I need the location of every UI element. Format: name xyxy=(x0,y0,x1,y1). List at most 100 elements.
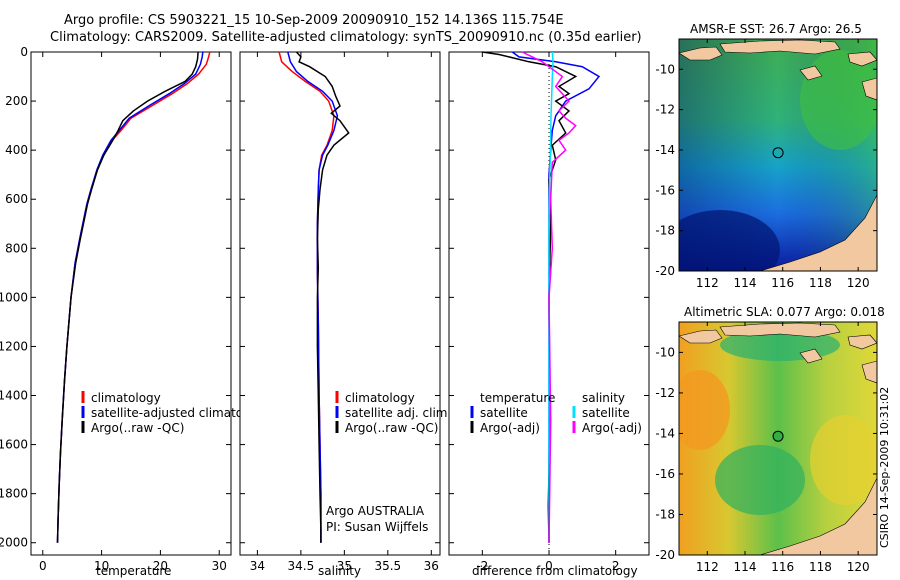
salinity-axes-frame xyxy=(239,51,441,556)
x-tick-label: 35.5 xyxy=(374,559,401,573)
sla-high-patch xyxy=(679,370,730,450)
x-tick-label: 34 xyxy=(250,559,265,573)
map-x-tick-label: 112 xyxy=(696,560,719,574)
map-y-tick-label: -18 xyxy=(655,507,675,521)
sst-argo-marker xyxy=(772,147,784,159)
sla-island-5 xyxy=(861,360,877,384)
island-1 xyxy=(679,46,723,61)
map-x-tick-label: 116 xyxy=(771,276,794,290)
y-tick-label: 200 xyxy=(5,94,28,108)
map-y-tick-label: -14 xyxy=(655,143,675,157)
sla-australia-coast xyxy=(759,477,877,555)
map-y-tick-label: -20 xyxy=(655,264,675,278)
legend-entry: satellite xyxy=(480,406,528,420)
x-tick-label: 2 xyxy=(612,559,620,573)
sla-island-3 xyxy=(799,348,823,364)
series-salinity-argo-adj xyxy=(521,51,577,543)
y-tick-label: 1000 xyxy=(0,290,28,304)
x-tick-label: 34.5 xyxy=(288,559,315,573)
map-x-tick-label: 112 xyxy=(696,276,719,290)
legend-entry: Argo(..raw -QC) xyxy=(345,421,438,435)
australia-coast xyxy=(759,194,877,271)
legend-entry: climatology xyxy=(345,391,415,405)
difference-xlabel: difference from climatology xyxy=(472,564,638,578)
series-argo-raw-qc xyxy=(56,51,199,543)
map-y-tick-label: -10 xyxy=(655,62,675,76)
y-tick-label: 1200 xyxy=(0,339,28,353)
difference-legend: temperaturesatelliteArgo(-adj)salinitysa… xyxy=(470,391,642,435)
x-tick-label: 10 xyxy=(94,559,109,573)
y-tick-label: 1600 xyxy=(0,438,28,452)
y-tick-label: 1400 xyxy=(0,389,28,403)
sla-low-patch xyxy=(715,445,805,515)
map-y-tick-label: -16 xyxy=(655,467,675,481)
y-tick-label: 0 xyxy=(20,45,28,59)
credit-text: CSIRO 14-Sep-2009 10:31:02 xyxy=(878,386,891,548)
island-5 xyxy=(861,77,877,101)
sst-map-panel: AMSR-E SST: 26.7 Argo: 26.5 112 114 116 118… xyxy=(655,22,878,290)
x-tick-label: -2 xyxy=(476,559,488,573)
map-y-tick-label: -14 xyxy=(655,426,675,440)
sst-map-frame xyxy=(678,38,878,272)
sst-map-title: AMSR-E SST: 26.7 Argo: 26.5 xyxy=(690,22,862,36)
series-satellite-adj-clim xyxy=(287,51,339,543)
map-y-tick-label: -10 xyxy=(655,345,675,359)
title-line-1: Argo profile: CS 5903221_15 10-Sep-2009 … xyxy=(64,13,564,28)
legend-entry: satellite adj. clim. xyxy=(345,406,451,420)
sla-yellow-patch xyxy=(810,415,877,505)
salinity-xlabel: salinity xyxy=(318,564,361,578)
y-tick-label: 600 xyxy=(5,192,28,206)
x-tick-label: 0 xyxy=(545,559,553,573)
map-y-tick-label: -18 xyxy=(655,224,675,238)
map-y-tick-label: -12 xyxy=(655,103,675,117)
legend-entry: satellite xyxy=(582,406,630,420)
sla-map-frame xyxy=(678,321,878,556)
sst-cold-patch xyxy=(679,210,780,271)
legend-entry: Argo(..raw -QC) xyxy=(91,421,184,435)
map-x-tick-label: 118 xyxy=(809,560,832,574)
x-tick-label: 20 xyxy=(153,559,168,573)
sla-island-2 xyxy=(719,322,841,338)
title-line-2: Climatology: CARS2009. Satellite-adjuste… xyxy=(50,30,642,45)
pi-label: PI: Susan Wijffels xyxy=(326,520,428,534)
x-tick-label: 36 xyxy=(424,559,439,573)
x-tick-label: 30 xyxy=(212,559,227,573)
map-y-tick-label: -12 xyxy=(655,386,675,400)
map-x-tick-label: 114 xyxy=(734,276,757,290)
map-y-tick-label: -16 xyxy=(655,183,675,197)
sla-island-1 xyxy=(679,329,723,344)
map-x-tick-label: 118 xyxy=(809,276,832,290)
legend-entry: Argo(-adj) xyxy=(480,421,540,435)
temperature-xlabel: temperature xyxy=(96,564,171,578)
x-tick-label: 0 xyxy=(39,559,47,573)
argo-australia-label: Argo AUSTRALIA xyxy=(326,504,425,518)
map-x-tick-label: 116 xyxy=(771,560,794,574)
y-tick-label: 2000 xyxy=(0,536,28,550)
sla-map-panel: Altimetric SLA: 0.077 Argo: 0.018 112 114… xyxy=(655,305,884,574)
legend-entry: Argo(-adj) xyxy=(582,421,642,435)
x-tick-label: 35 xyxy=(337,559,352,573)
island-2 xyxy=(719,39,841,55)
sla-map-title: Altimetric SLA: 0.077 Argo: 0.018 xyxy=(684,305,885,319)
series-argo-raw-qc xyxy=(295,51,350,543)
map-x-tick-label: 114 xyxy=(734,560,757,574)
map-x-tick-label: 120 xyxy=(847,560,870,574)
y-tick-label: 1800 xyxy=(0,487,28,501)
map-y-tick-label: -20 xyxy=(655,548,675,562)
legend-header: salinity xyxy=(582,391,625,405)
y-tick-label: 400 xyxy=(5,143,28,157)
difference-panel: -2 0 2 temperaturesatelliteArgo(-adj)salin… xyxy=(448,51,650,578)
island-3 xyxy=(799,65,823,81)
sla-argo-marker xyxy=(772,430,784,442)
credit-stamp: CSIRO 14-Sep-2009 10:31:02 xyxy=(878,387,891,558)
y-tick-label: 800 xyxy=(5,241,28,255)
legend-entry: satellite-adjusted climatology xyxy=(91,406,269,420)
sst-warm-patch xyxy=(800,50,877,150)
map-x-tick-label: 120 xyxy=(847,276,870,290)
island-4 xyxy=(847,51,877,67)
sla-island-4 xyxy=(847,334,877,350)
temperature-axes-frame xyxy=(30,51,232,556)
